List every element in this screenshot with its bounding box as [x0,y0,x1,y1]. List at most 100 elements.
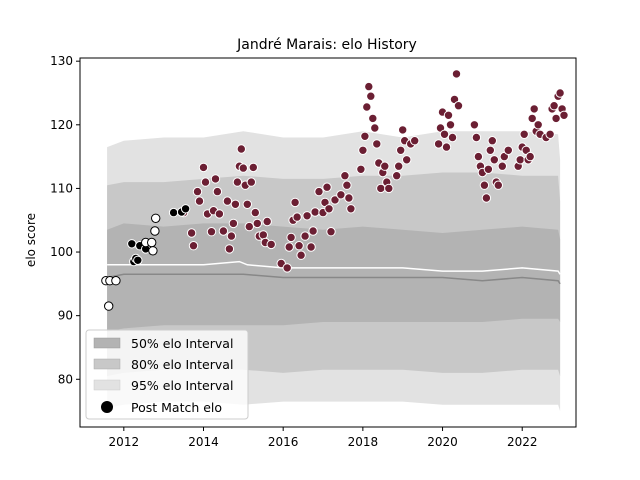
post-match-elo-point [250,207,261,218]
post-match-elo-point [226,231,237,241]
post-match-elo-point [228,218,239,229]
post-match-elo-point [443,110,454,121]
x-tick-label: 2012 [109,435,140,449]
plot-frame [79,57,577,428]
x-tick-label: 2014 [188,435,219,449]
post-match-elo-point [555,88,565,98]
post-match-elo-point [302,211,312,221]
post-match-elo-point [284,242,294,252]
post-match-elo-point [362,102,372,112]
post-match-elo-point [445,120,456,130]
post-match-elo-point [326,227,336,237]
post-match-elo-point [533,120,543,130]
y-axis: 80 90 100 110 120 130 [50,54,80,386]
post-match-elo-point [384,183,394,194]
post-match-elo-point [292,212,302,222]
post-match-elo-point [515,155,525,165]
post-match-elo-point [447,132,458,143]
post-match-elo-point [364,81,374,92]
post-match-elo-point [358,145,368,156]
post-match-elo-point [127,239,137,249]
post-match-elo-point [519,129,529,140]
legend-box [85,329,249,420]
post-match-elo-point [192,186,203,197]
median-elo-line [106,273,561,285]
post-match-elo-point [242,199,253,210]
post-match-elo-point [372,139,382,149]
post-match-elo-point [441,142,452,152]
post-match-elo-point [286,232,296,243]
post-match-elo-point [497,161,507,171]
post-match-elo-point [262,216,272,227]
x-tick-label: 2022 [507,435,538,449]
post-match-elo-point [188,241,199,251]
post-match-elo-point [330,195,340,205]
post-match-elo-point [392,171,402,181]
post-match-elo-point [296,250,306,260]
post-match-elo-point [290,197,300,208]
post-match-elo-point [314,186,324,197]
post-match-elo-point [133,255,143,265]
legend-label-post-match: Post Match elo [131,400,222,415]
post-match-elo-point [310,207,320,217]
y-tick-label: 120 [50,118,73,132]
x-tick-label: 2020 [427,435,458,449]
post-match-elo-point [340,171,350,181]
post-match-elo-point [559,110,569,121]
post-match-elo-point [479,180,490,190]
post-match-elo-point [344,193,354,203]
post-match-elo-point [356,164,366,175]
legend-label-95: 95% elo Interval [131,378,233,393]
post-match-elo-point [342,180,352,190]
post-match-elo-point [147,237,157,248]
post-match-elo-point [322,182,332,192]
legend-swatch-50 [93,337,121,349]
post-match-elo-point [410,136,420,146]
y-tick-label: 130 [50,54,73,68]
post-match-elo-point [336,190,346,200]
post-match-elo-point [150,226,160,236]
post-match-elo-point [252,218,262,229]
post-match-elo-point [200,177,211,187]
post-match-elo-point [346,204,356,214]
post-match-elo-point [360,131,370,142]
post-match-elo-point [282,263,292,273]
post-match-elo-point [222,196,233,206]
y-tick-label: 110 [50,181,73,195]
post-match-elo-point [394,161,404,171]
post-match-elo-point [489,155,499,165]
post-match-elo-point [308,226,318,236]
post-match-elo-point [433,139,444,149]
post-match-elo-point [453,101,464,111]
post-match-elo-point [487,136,497,146]
post-match-elo-point [294,241,304,251]
y-axis-label: elo score [24,213,38,267]
post-match-elo-point [198,162,209,173]
post-match-elo-point [439,129,450,140]
post-match-elo-point [529,104,539,114]
post-match-elo-point [398,125,408,135]
legend-marker-post-match [101,401,113,413]
legend: 50% elo Interval 80% elo Interval 95% el… [85,329,249,420]
post-match-elo-point [186,228,197,238]
post-match-elo-point [212,186,223,197]
post-match-elo-point [224,244,235,254]
post-match-elo-point [370,123,380,133]
legend-swatch-80 [93,358,121,370]
post-match-elo-point [238,163,249,173]
x-axis: 2012 2014 2016 2018 2020 2022 [109,427,538,449]
y-tick-label: 100 [50,245,73,259]
post-match-elo-point [111,276,121,286]
post-match-elo-point [300,231,310,241]
post-match-elo-point [258,230,268,240]
legend-label-50: 50% elo Interval [131,336,233,351]
post-match-elo-point [396,145,406,156]
mean-elo-line [107,260,561,275]
post-match-elo-point [483,164,494,175]
post-match-elo-point [210,174,221,184]
post-match-elo-point [206,227,217,237]
post-match-elo-point [306,242,316,252]
post-match-elo-point [368,113,378,124]
post-match-elo-point [148,246,158,256]
x-tick-label: 2018 [348,435,379,449]
